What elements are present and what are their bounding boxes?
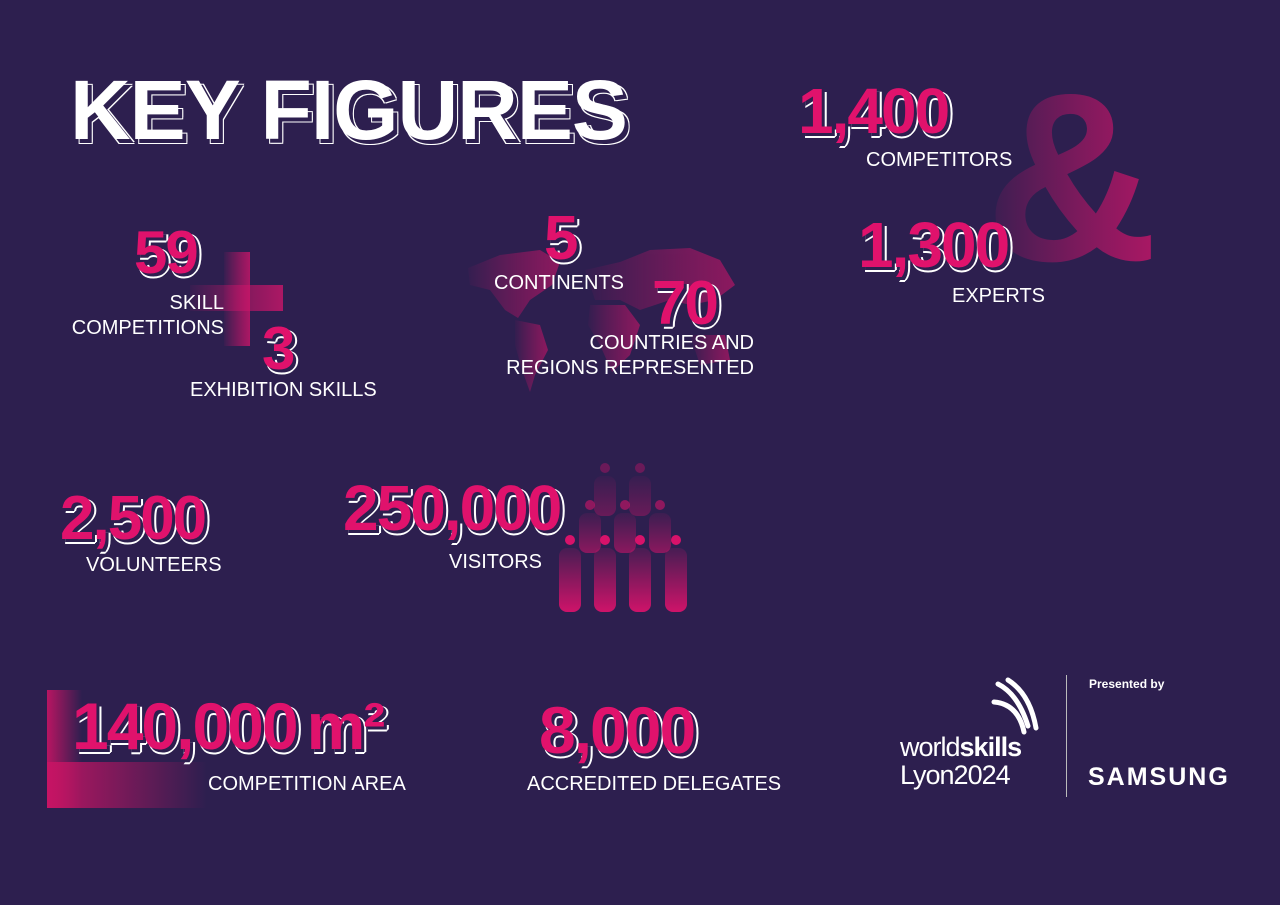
delegates-value: 8,000 <box>539 693 696 767</box>
skill-competitions-value: 59 <box>134 219 199 286</box>
skill-competitions-label: SKILL COMPETITIONS <box>72 291 224 341</box>
person-head <box>565 535 575 545</box>
visitors-value: 250,000 <box>343 472 562 544</box>
countries-value: 70 <box>652 269 719 338</box>
logo-divider <box>1066 675 1067 797</box>
label-line: COMPETITIONS <box>71 317 224 339</box>
world-map-icon <box>468 248 735 392</box>
logo-skills: skills <box>959 732 1023 762</box>
continents-value: 5 <box>544 204 579 273</box>
worldskills-swoosh-icon <box>991 677 1039 735</box>
logo-lyon2024: Lyon2024 <box>900 760 1011 790</box>
label-line: COUNTRIES AND <box>589 332 754 354</box>
area-number: 140,000 <box>72 689 299 763</box>
person-head <box>635 535 645 545</box>
person-head <box>635 463 645 473</box>
experts-label: EXPERTS <box>952 285 1045 307</box>
person-body <box>649 513 671 553</box>
person-head <box>600 535 610 545</box>
presented-by-label: Presented by <box>1089 677 1165 691</box>
worldskills-logo: worldskills Lyon2024 <box>900 676 1050 796</box>
experts-value: 1,300 <box>858 209 1010 281</box>
person-body <box>614 513 636 553</box>
plus-icon <box>190 252 283 346</box>
svg-text:&: & <box>985 43 1158 311</box>
person-body <box>594 476 616 516</box>
label-line: SKILL <box>169 292 224 314</box>
samsung-logo: SAMSUNG <box>1088 763 1230 791</box>
ampersand-icon: & <box>985 43 1158 311</box>
person-body <box>629 476 651 516</box>
continents-label: CONTINENTS <box>494 272 624 294</box>
exhibition-skills-value: 3 <box>262 315 295 382</box>
exhibition-skills-label: EXHIBITION SKILLS <box>190 379 377 401</box>
person-body <box>665 548 687 612</box>
area-value: 140,000 m² <box>72 688 386 764</box>
person-body <box>629 548 651 612</box>
person-head <box>655 500 665 510</box>
competitors-value: 1,400 <box>798 75 950 147</box>
area-square-icon <box>47 690 207 808</box>
visitors-label: VISITORS <box>449 551 542 573</box>
people-crowd-icon <box>559 463 687 612</box>
area-unit: m² <box>306 689 386 763</box>
person-head <box>585 500 595 510</box>
person-body <box>579 513 601 553</box>
person-head <box>671 535 681 545</box>
countries-label: COUNTRIES AND REGIONS REPRESENTED <box>506 331 754 381</box>
volunteers-label: VOLUNTEERS <box>86 554 222 576</box>
page-title: KEY FIGURES <box>70 63 628 157</box>
logo-world: world <box>900 732 961 762</box>
area-label: COMPETITION AREA <box>208 773 406 795</box>
person-body <box>594 548 616 612</box>
person-head <box>600 463 610 473</box>
volunteers-value: 2,500 <box>60 484 207 553</box>
competitors-label: COMPETITORS <box>866 149 1013 171</box>
person-head <box>620 500 630 510</box>
label-line: REGIONS REPRESENTED <box>506 357 754 379</box>
person-body <box>559 548 581 612</box>
worldskills-wordmark: worldskills <box>900 732 1023 762</box>
delegates-label: ACCREDITED DELEGATES <box>527 773 782 795</box>
